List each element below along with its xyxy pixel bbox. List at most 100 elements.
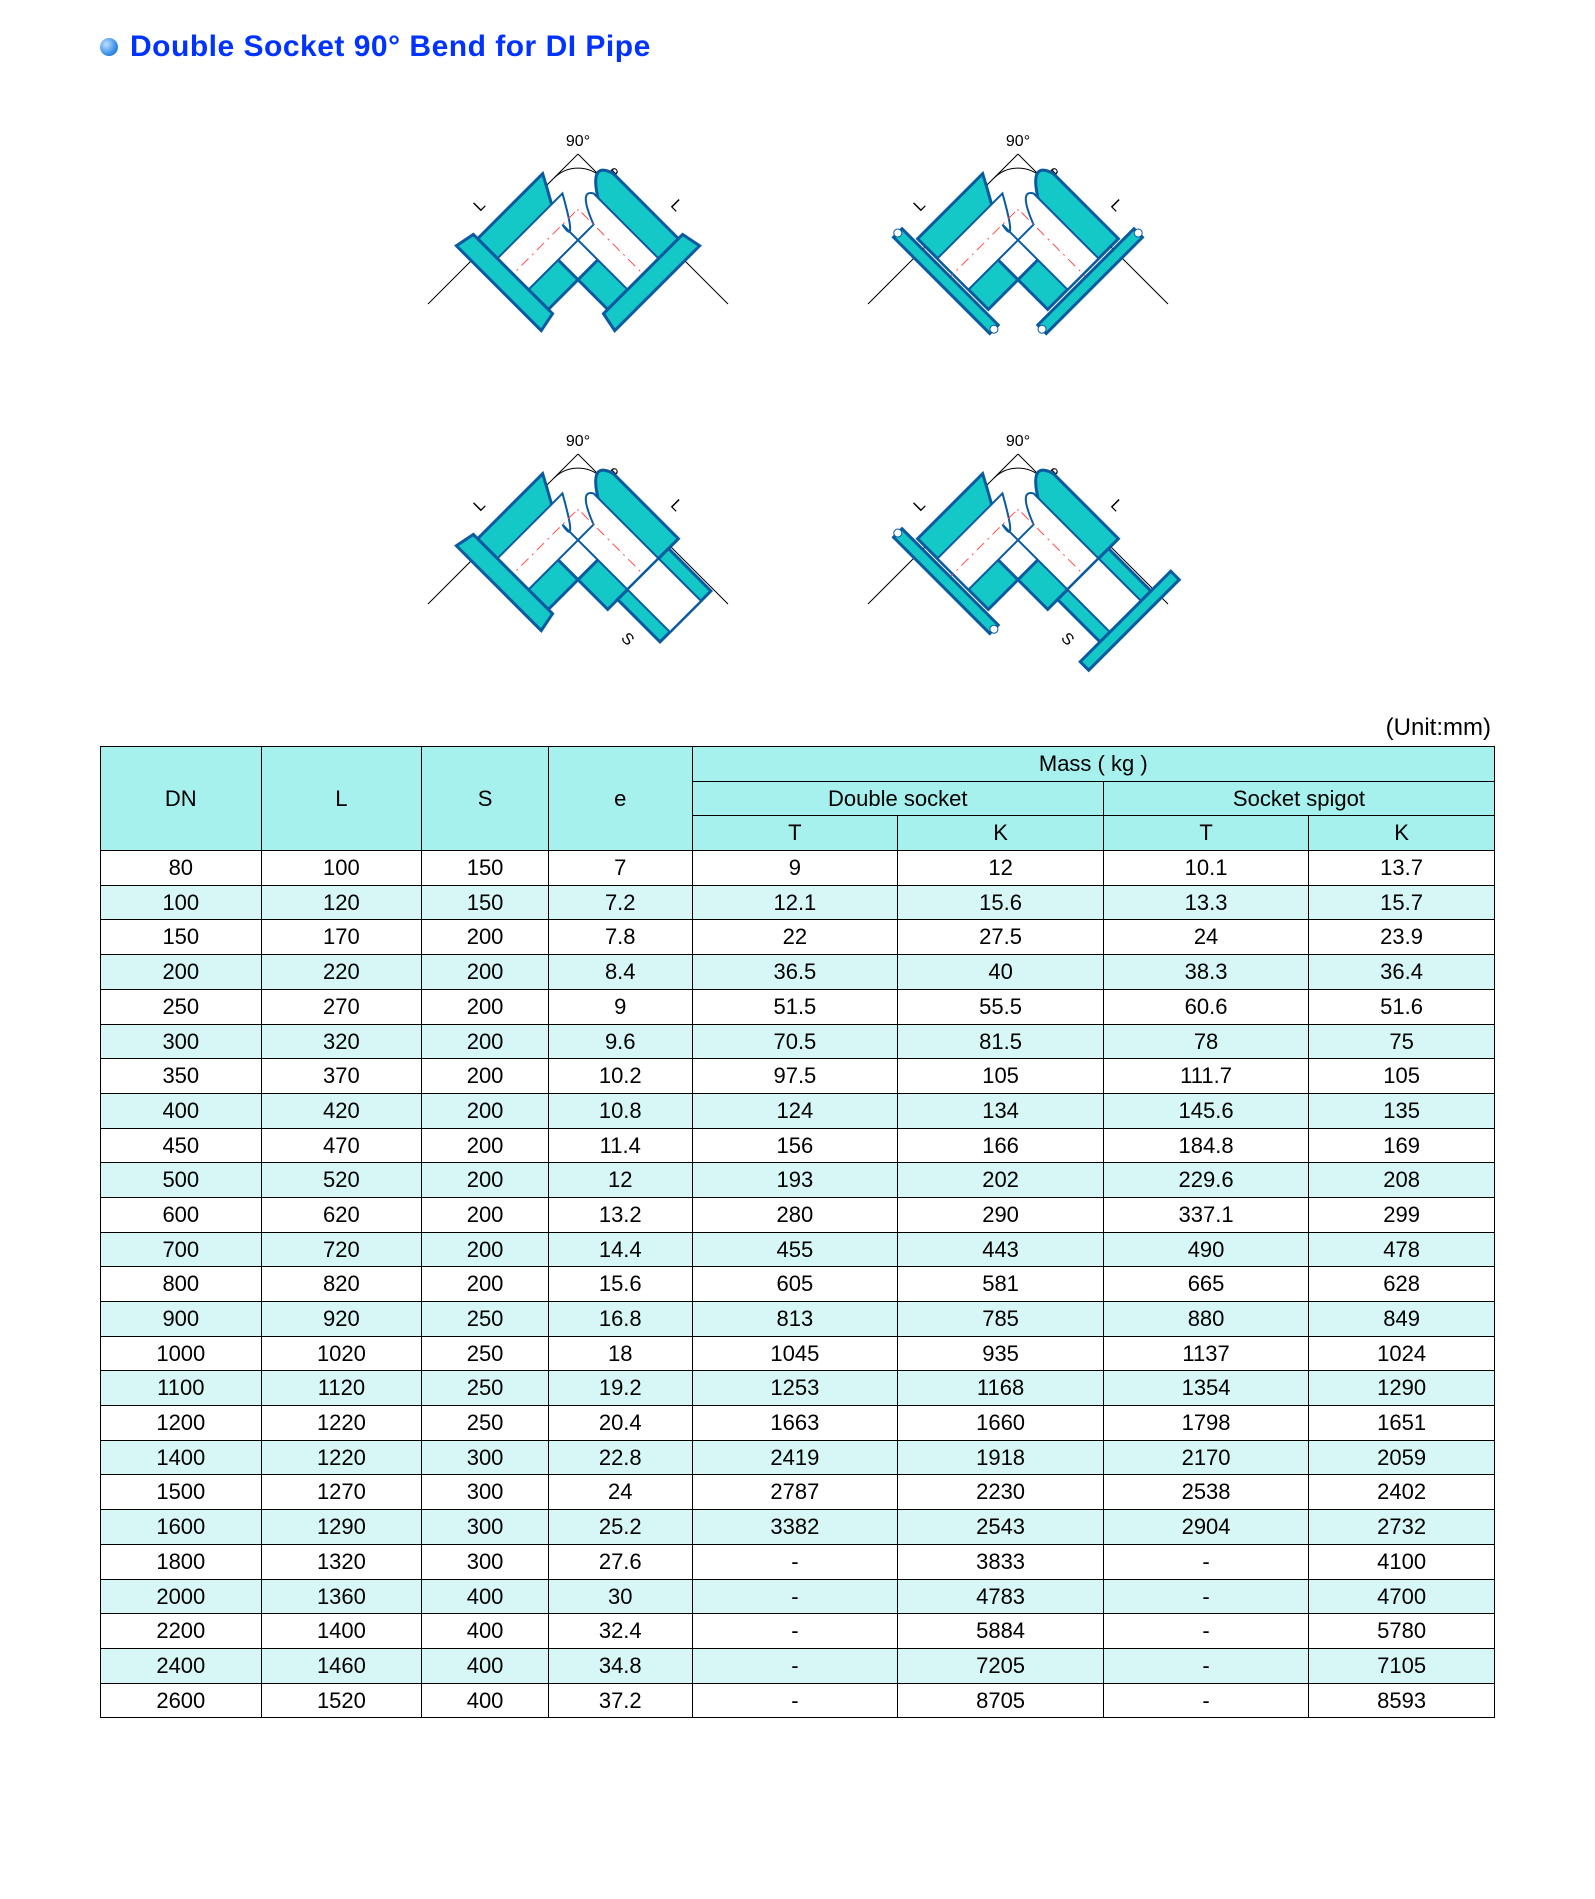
cell-e: 22.8: [548, 1440, 692, 1475]
cell-l: 1520: [261, 1683, 422, 1718]
cell-s: 250: [422, 1302, 549, 1337]
cell-l: 520: [261, 1163, 422, 1198]
cell-ss_t: 337.1: [1103, 1197, 1308, 1232]
cell-ss_t: 78: [1103, 1024, 1308, 1059]
cell-ds_k: 134: [898, 1093, 1104, 1128]
cell-e: 20.4: [548, 1406, 692, 1441]
cell-ds_k: 935: [898, 1336, 1104, 1371]
table-row: 1100112025019.21253116813541290: [101, 1371, 1495, 1406]
cell-ds_k: 15.6: [898, 885, 1104, 920]
cell-ds_t: 193: [692, 1163, 898, 1198]
table-row: 35037020010.297.5105111.7105: [101, 1059, 1495, 1094]
table-row: 80100150791210.113.7: [101, 851, 1495, 886]
bend-diagram: 90°LLe: [838, 94, 1198, 374]
cell-ss_k: 628: [1309, 1267, 1495, 1302]
cell-dn: 1000: [101, 1336, 262, 1371]
svg-text:S: S: [1057, 630, 1077, 650]
cell-s: 200: [422, 1267, 549, 1302]
diagram-cell: 90°LLe: [388, 94, 768, 374]
cell-l: 120: [261, 885, 422, 920]
cell-ds_k: 1918: [898, 1440, 1104, 1475]
cell-l: 720: [261, 1232, 422, 1267]
cell-e: 27.6: [548, 1544, 692, 1579]
col-ss-k: K: [1309, 816, 1495, 851]
cell-ds_t: 51.5: [692, 989, 898, 1024]
spec-table: DN L S e Mass ( kg ) Double socket Socke…: [100, 746, 1495, 1718]
cell-ss_t: 24: [1103, 920, 1308, 955]
table-row: 1600129030025.23382254329042732: [101, 1510, 1495, 1545]
cell-ss_k: 51.6: [1309, 989, 1495, 1024]
cell-ss_k: 5780: [1309, 1614, 1495, 1649]
cell-ss_t: 184.8: [1103, 1128, 1308, 1163]
cell-ds_t: 70.5: [692, 1024, 898, 1059]
cell-s: 250: [422, 1406, 549, 1441]
cell-ss_k: 75: [1309, 1024, 1495, 1059]
cell-ss_t: 1354: [1103, 1371, 1308, 1406]
cell-s: 400: [422, 1579, 549, 1614]
cell-ss_t: 60.6: [1103, 989, 1308, 1024]
cell-ss_t: 1798: [1103, 1406, 1308, 1441]
cell-s: 200: [422, 1024, 549, 1059]
cell-ds_t: 124: [692, 1093, 898, 1128]
unit-label: (Unit:mm): [100, 714, 1495, 742]
cell-ss_t: 2538: [1103, 1475, 1308, 1510]
col-ds-t: T: [692, 816, 898, 851]
cell-ss_k: 1024: [1309, 1336, 1495, 1371]
cell-l: 320: [261, 1024, 422, 1059]
cell-ss_t: 111.7: [1103, 1059, 1308, 1094]
cell-ss_k: 4700: [1309, 1579, 1495, 1614]
cell-ds_t: 813: [692, 1302, 898, 1337]
cell-ds_t: 3382: [692, 1510, 898, 1545]
bend-diagram: 90°LLe: [398, 94, 758, 374]
cell-ds_t: 2787: [692, 1475, 898, 1510]
bend-diagram: 90°LLeS: [838, 394, 1198, 674]
cell-ds_t: 12.1: [692, 885, 898, 920]
cell-ds_k: 105: [898, 1059, 1104, 1094]
cell-e: 9.6: [548, 1024, 692, 1059]
cell-dn: 80: [101, 851, 262, 886]
cell-ds_k: 3833: [898, 1544, 1104, 1579]
cell-e: 12: [548, 1163, 692, 1198]
table-body: 80100150791210.113.71001201507.212.115.6…: [101, 851, 1495, 1718]
cell-s: 200: [422, 989, 549, 1024]
cell-ss_k: 1290: [1309, 1371, 1495, 1406]
cell-dn: 1100: [101, 1371, 262, 1406]
cell-s: 200: [422, 1232, 549, 1267]
svg-text:L: L: [1107, 197, 1125, 215]
cell-s: 400: [422, 1614, 549, 1649]
cell-s: 200: [422, 920, 549, 955]
svg-text:S: S: [617, 630, 637, 650]
cell-ds_t: 9: [692, 851, 898, 886]
cell-e: 16.8: [548, 1302, 692, 1337]
cell-ds_k: 12: [898, 851, 1104, 886]
cell-dn: 2200: [101, 1614, 262, 1649]
cell-l: 100: [261, 851, 422, 886]
cell-ss_k: 1651: [1309, 1406, 1495, 1441]
cell-dn: 200: [101, 955, 262, 990]
cell-e: 24: [548, 1475, 692, 1510]
cell-ds_t: 22: [692, 920, 898, 955]
cell-s: 300: [422, 1544, 549, 1579]
cell-ss_t: -: [1103, 1614, 1308, 1649]
page-title-row: Double Socket 90° Bend for DI Pipe: [100, 30, 1495, 64]
table-header: DN L S e Mass ( kg ) Double socket Socke…: [101, 747, 1495, 851]
cell-e: 14.4: [548, 1232, 692, 1267]
cell-ds_k: 2230: [898, 1475, 1104, 1510]
cell-l: 270: [261, 989, 422, 1024]
cell-ds_k: 1168: [898, 1371, 1104, 1406]
cell-e: 32.4: [548, 1614, 692, 1649]
cell-l: 1120: [261, 1371, 422, 1406]
cell-e: 8.4: [548, 955, 692, 990]
cell-ss_t: -: [1103, 1544, 1308, 1579]
cell-ds_k: 55.5: [898, 989, 1104, 1024]
table-row: 60062020013.2280290337.1299: [101, 1197, 1495, 1232]
cell-ss_k: 208: [1309, 1163, 1495, 1198]
cell-dn: 1200: [101, 1406, 262, 1441]
table-row: 90092025016.8813785880849: [101, 1302, 1495, 1337]
cell-ss_k: 2732: [1309, 1510, 1495, 1545]
cell-dn: 500: [101, 1163, 262, 1198]
cell-ds_t: 36.5: [692, 955, 898, 990]
cell-e: 18: [548, 1336, 692, 1371]
cell-e: 34.8: [548, 1648, 692, 1683]
cell-ss_k: 4100: [1309, 1544, 1495, 1579]
